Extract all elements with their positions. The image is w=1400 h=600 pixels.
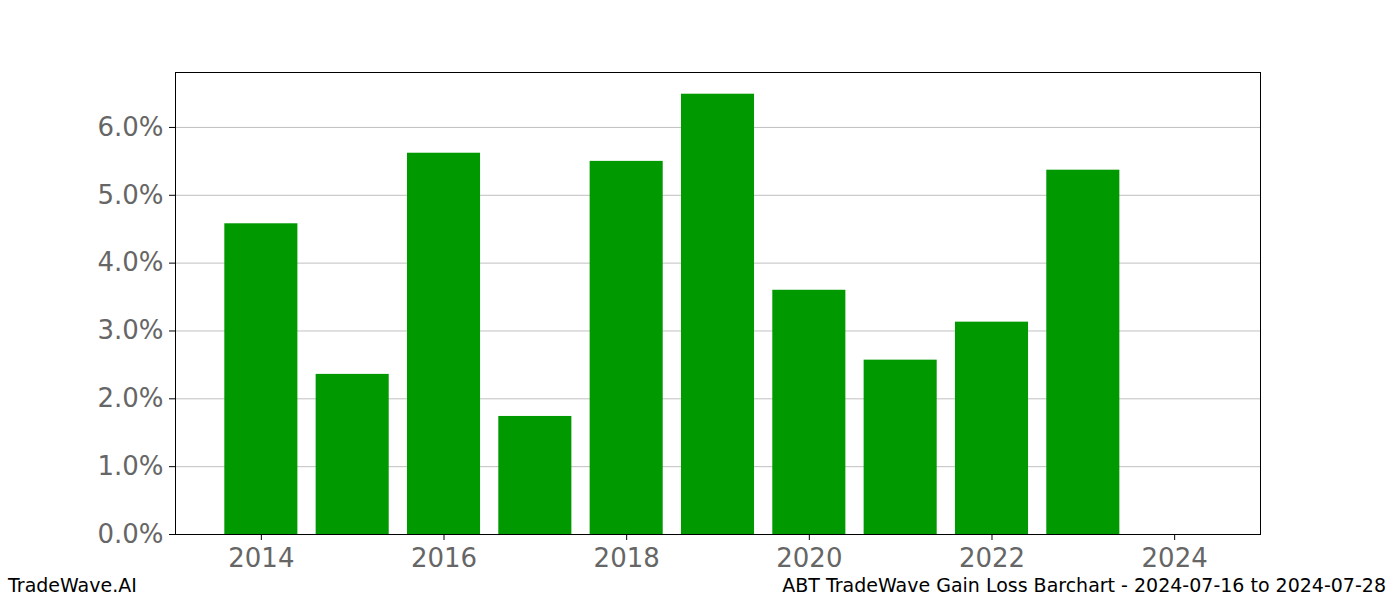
svg-text:2014: 2014 xyxy=(228,543,294,573)
html-text:ABT TradeWave Gain Loss Barcha: ABT TradeWave Gain Loss Barchart - 2024-… xyxy=(782,574,1386,596)
svg-text:2018: 2018 xyxy=(594,543,660,573)
svg-text:2020: 2020 xyxy=(776,543,842,573)
svg-text:4.0%: 4.0% xyxy=(97,247,163,277)
svg-text:6.0%: 6.0% xyxy=(97,112,163,142)
svg-text:3.0%: 3.0% xyxy=(97,315,163,345)
svg-text:2022: 2022 xyxy=(959,543,1025,573)
html-text:TradeWave.AI: TradeWave.AI xyxy=(8,574,137,596)
svg-text:2016: 2016 xyxy=(411,543,477,573)
svg-text:2024: 2024 xyxy=(1142,543,1208,573)
svg-text:2.0%: 2.0% xyxy=(97,383,163,413)
svg-text:5.0%: 5.0% xyxy=(97,180,163,210)
svg-text:1.0%: 1.0% xyxy=(97,451,163,481)
svg-text:0.0%: 0.0% xyxy=(97,519,163,549)
